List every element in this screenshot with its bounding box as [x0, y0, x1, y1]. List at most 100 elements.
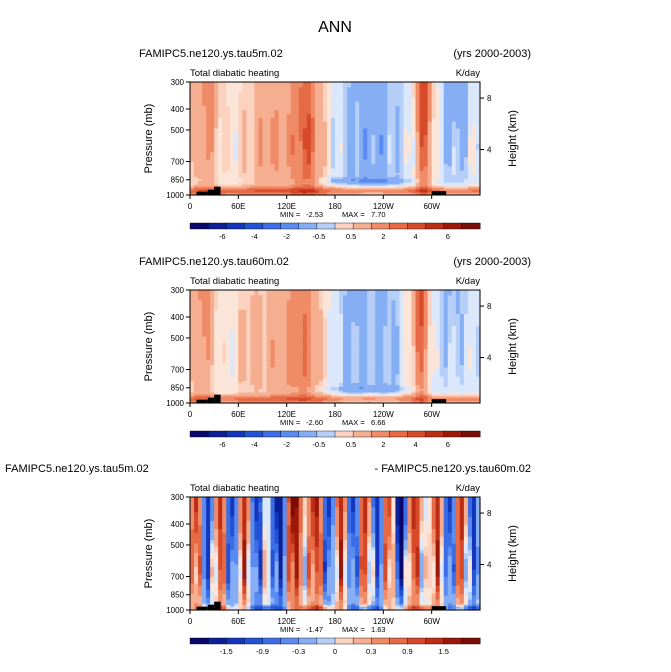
- heatmap-cell: [290, 143, 296, 148]
- heatmap-cell: [250, 189, 256, 193]
- heatmap-cell: [371, 305, 376, 311]
- heatmap-cell: [379, 367, 384, 371]
- heatmap-cell: [375, 189, 380, 193]
- heatmap-cell: [367, 186, 372, 189]
- heatmap-cell: [459, 121, 465, 126]
- heatmap-cell: [278, 154, 284, 158]
- heatmap-cell: [326, 336, 332, 341]
- heatmap-cell: [339, 182, 344, 186]
- heatmap-cell: [467, 141, 473, 145]
- heatmap-cell: [407, 131, 413, 136]
- heatmap-cell: [198, 189, 203, 193]
- heatmap-cell: [459, 152, 465, 156]
- heatmap-cell: [343, 290, 348, 296]
- heatmap-cell: [375, 174, 380, 178]
- heatmap-cell: [322, 336, 328, 341]
- heatmap-cell: [286, 394, 292, 397]
- heatmap-cell: [298, 128, 304, 133]
- heatmap-cell: [447, 125, 453, 130]
- heatmap-cell: [343, 82, 348, 88]
- heatmap-cell: [322, 141, 328, 145]
- heatmap-cell: [270, 390, 276, 394]
- heatmap-cell: [258, 357, 264, 361]
- heatmap-cell: [375, 365, 380, 369]
- heatmap-cell: [383, 161, 388, 165]
- heatmap-cell: [363, 401, 368, 404]
- heatmap-cell: [403, 97, 409, 103]
- heatmap-cell: [286, 354, 292, 358]
- heatmap-cell: [190, 372, 195, 376]
- heatmap-cell: [298, 367, 304, 371]
- heatmap-cell: [286, 397, 292, 401]
- heatmap-cell: [274, 376, 280, 380]
- heatmap-cell: [435, 92, 441, 98]
- heatmap-cell: [335, 392, 340, 396]
- heatmap-cell: [262, 342, 268, 347]
- heatmap-cell: [322, 388, 328, 392]
- heatmap-cell: [375, 128, 380, 133]
- heatmap-cell: [463, 152, 469, 156]
- heatmap-cell: [330, 382, 336, 386]
- heatmap-cell: [258, 146, 264, 150]
- heatmap-cell: [266, 325, 272, 331]
- heatmap-cell: [318, 369, 324, 373]
- heatmap-cell: [471, 125, 477, 130]
- heatmap-cell: [290, 336, 296, 341]
- heatmap-cell: [375, 157, 380, 161]
- heatmap-cell: [359, 300, 364, 306]
- heatmap-cell: [246, 329, 252, 334]
- heatmap-cell: [363, 174, 368, 178]
- heatmap-cell: [439, 170, 445, 174]
- heatmap-cell: [234, 134, 239, 139]
- heatmap-cell: [447, 87, 453, 93]
- heatmap-cell: [286, 193, 292, 196]
- heatmap-cell: [399, 134, 405, 139]
- heatmap-cell: [258, 164, 264, 168]
- heatmap-cell: [379, 376, 384, 380]
- heatmap-cell: [379, 372, 384, 376]
- heatmap-cell: [455, 154, 461, 158]
- heatmap-cell: [302, 386, 308, 390]
- heatmap-cell: [431, 174, 437, 178]
- heatmap-cell: [258, 354, 264, 358]
- heatmap-cell: [226, 117, 231, 123]
- heatmap-cell: [371, 101, 376, 107]
- heatmap-cell: [270, 378, 276, 382]
- heatmap-cell: [198, 388, 203, 392]
- heatmap-cell: [371, 396, 376, 399]
- heatmap-cell: [290, 396, 296, 399]
- heatmap-cell: [379, 189, 384, 193]
- heatmap-cell: [218, 180, 223, 184]
- heatmap-cell: [222, 365, 227, 369]
- heatmap-cell: [419, 82, 425, 88]
- heatmap-cell: [230, 360, 235, 364]
- heatmap-cell: [286, 180, 292, 184]
- heatmap-cell: [330, 329, 336, 334]
- heatmap-cell: [254, 309, 260, 315]
- heatmap-cell: [375, 397, 380, 401]
- heatmap-cell: [270, 182, 276, 186]
- heatmap-cell: [234, 309, 239, 315]
- heatmap-cell: [367, 342, 372, 347]
- heatmap-cell: [242, 117, 247, 123]
- heatmap-cell: [347, 97, 352, 103]
- heatmap-cell: [451, 101, 457, 107]
- heatmap-cell: [314, 131, 320, 136]
- heatmap-cell: [471, 170, 477, 174]
- heatmap-cell: [258, 188, 264, 191]
- heatmap-cell: [222, 380, 227, 384]
- heatmap-cell: [282, 143, 288, 148]
- heatmap-cell: [282, 376, 288, 380]
- heatmap-cell: [475, 191, 481, 194]
- heatmap-cell: [198, 186, 203, 189]
- heatmap-cell: [423, 143, 429, 148]
- heatmap-cell: [274, 193, 280, 196]
- heatmap-cell: [318, 399, 324, 402]
- heatmap-cell: [391, 143, 397, 148]
- heatmap-cell: [335, 318, 340, 323]
- heatmap-cell: [355, 176, 360, 180]
- heatmap-cell: [218, 386, 223, 390]
- heatmap-cell: [310, 369, 316, 373]
- heatmap-cell: [367, 157, 372, 161]
- heatmap-cell: [302, 188, 308, 191]
